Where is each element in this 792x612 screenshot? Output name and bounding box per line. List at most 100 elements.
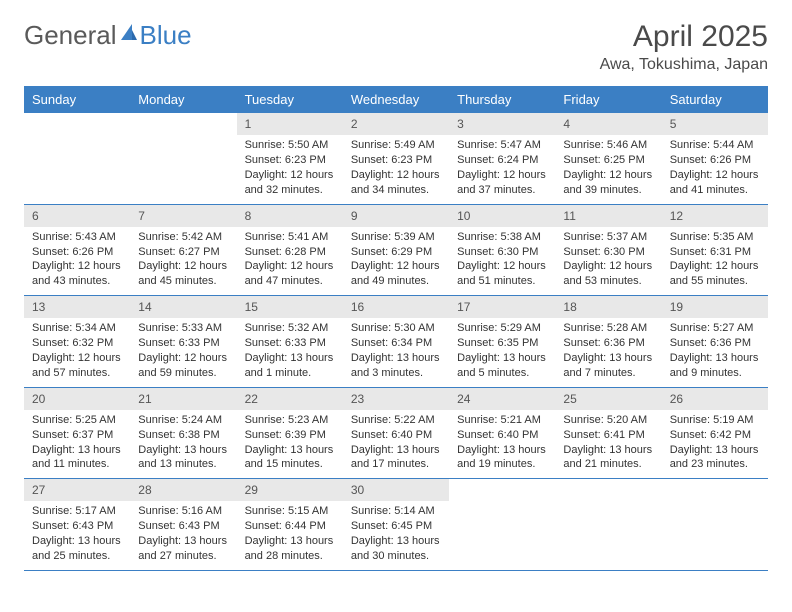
daylight-line2: and 17 minutes.	[351, 457, 441, 472]
sunrise-text: Sunrise: 5:44 AM	[670, 138, 760, 153]
daylight-line1: Daylight: 13 hours	[351, 534, 441, 549]
daylight-line2: and 32 minutes.	[245, 183, 335, 198]
day-body: Sunrise: 5:37 AMSunset: 6:30 PMDaylight:…	[555, 227, 661, 295]
sunset-text: Sunset: 6:36 PM	[670, 336, 760, 351]
calendar-day-cell: 10 Sunrise: 5:38 AMSunset: 6:30 PMDayligh…	[449, 204, 555, 296]
day-body: Sunrise: 5:23 AMSunset: 6:39 PMDaylight:…	[237, 410, 343, 478]
day-body: Sunrise: 5:34 AMSunset: 6:32 PMDaylight:…	[24, 318, 130, 386]
weekday-header: Wednesday	[343, 86, 449, 113]
daylight-line2: and 28 minutes.	[245, 549, 335, 564]
sunrise-text: Sunrise: 5:38 AM	[457, 230, 547, 245]
day-body: Sunrise: 5:27 AMSunset: 6:36 PMDaylight:…	[662, 318, 768, 386]
day-number: 15	[237, 296, 343, 318]
sunrise-text: Sunrise: 5:30 AM	[351, 321, 441, 336]
daylight-line1: Daylight: 12 hours	[138, 351, 228, 366]
title-block: April 2025 Awa, Tokushima, Japan	[600, 20, 768, 74]
calendar-day-cell: 2Sunrise: 5:49 AMSunset: 6:23 PMDaylight…	[343, 113, 449, 204]
calendar-day-cell: 6Sunrise: 5:43 AMSunset: 6:26 PMDaylight…	[24, 204, 130, 296]
sunrise-text: Sunrise: 5:43 AM	[32, 230, 122, 245]
calendar-day-cell: 28Sunrise: 5:16 AMSunset: 6:43 PMDayligh…	[130, 479, 236, 571]
day-body: Sunrise: 5:25 AMSunset: 6:37 PMDaylight:…	[24, 410, 130, 478]
calendar-empty-cell	[555, 479, 661, 571]
daylight-line1: Daylight: 13 hours	[245, 351, 335, 366]
sunset-text: Sunset: 6:43 PM	[32, 519, 122, 534]
day-number: 16	[343, 296, 449, 318]
day-number: 20	[24, 388, 130, 410]
sunrise-text: Sunrise: 5:47 AM	[457, 138, 547, 153]
sunset-text: Sunset: 6:44 PM	[245, 519, 335, 534]
day-body: Sunrise: 5:19 AMSunset: 6:42 PMDaylight:…	[662, 410, 768, 478]
day-number: 13	[24, 296, 130, 318]
sunrise-text: Sunrise: 5:37 AM	[563, 230, 653, 245]
calendar-day-cell: 20Sunrise: 5:25 AMSunset: 6:37 PMDayligh…	[24, 387, 130, 479]
daylight-line2: and 45 minutes.	[138, 274, 228, 289]
daylight-line2: and 53 minutes.	[563, 274, 653, 289]
sunrise-text: Sunrise: 5:17 AM	[32, 504, 122, 519]
daylight-line2: and 19 minutes.	[457, 457, 547, 472]
weekday-header: Monday	[130, 86, 236, 113]
daylight-line2: and 41 minutes.	[670, 183, 760, 198]
sunset-text: Sunset: 6:29 PM	[351, 245, 441, 260]
calendar-week-row: 1Sunrise: 5:50 AMSunset: 6:23 PMDaylight…	[24, 113, 768, 204]
sunrise-text: Sunrise: 5:27 AM	[670, 321, 760, 336]
daylight-line2: and 55 minutes.	[670, 274, 760, 289]
calendar-body: 1Sunrise: 5:50 AMSunset: 6:23 PMDaylight…	[24, 113, 768, 570]
daylight-line2: and 5 minutes.	[457, 366, 547, 381]
sunset-text: Sunset: 6:36 PM	[563, 336, 653, 351]
daylight-line1: Daylight: 12 hours	[457, 168, 547, 183]
sunset-text: Sunset: 6:35 PM	[457, 336, 547, 351]
calendar-empty-cell	[662, 479, 768, 571]
sunset-text: Sunset: 6:30 PM	[457, 245, 547, 260]
sunrise-text: Sunrise: 5:34 AM	[32, 321, 122, 336]
logo-text-blue: Blue	[140, 20, 192, 51]
sunrise-text: Sunrise: 5:46 AM	[563, 138, 653, 153]
calendar-day-cell: 1Sunrise: 5:50 AMSunset: 6:23 PMDaylight…	[237, 113, 343, 204]
calendar-day-cell: 24Sunrise: 5:21 AMSunset: 6:40 PMDayligh…	[449, 387, 555, 479]
weekday-header: Friday	[555, 86, 661, 113]
daylight-line1: Daylight: 12 hours	[138, 259, 228, 274]
daylight-line1: Daylight: 13 hours	[138, 534, 228, 549]
calendar-day-cell: 9Sunrise: 5:39 AMSunset: 6:29 PMDaylight…	[343, 204, 449, 296]
daylight-line1: Daylight: 13 hours	[351, 443, 441, 458]
day-body: Sunrise: 5:29 AMSunset: 6:35 PMDaylight:…	[449, 318, 555, 386]
day-body: Sunrise: 5:39 AMSunset: 6:29 PMDaylight:…	[343, 227, 449, 295]
daylight-line2: and 23 minutes.	[670, 457, 760, 472]
daylight-line2: and 43 minutes.	[32, 274, 122, 289]
daylight-line1: Daylight: 13 hours	[563, 443, 653, 458]
calendar-empty-cell	[130, 113, 236, 204]
sunset-text: Sunset: 6:40 PM	[457, 428, 547, 443]
sunset-text: Sunset: 6:33 PM	[245, 336, 335, 351]
sunset-text: Sunset: 6:42 PM	[670, 428, 760, 443]
day-body: Sunrise: 5:28 AMSunset: 6:36 PMDaylight:…	[555, 318, 661, 386]
sunrise-text: Sunrise: 5:15 AM	[245, 504, 335, 519]
daylight-line1: Daylight: 12 hours	[670, 168, 760, 183]
daylight-line2: and 21 minutes.	[563, 457, 653, 472]
day-number: 10	[449, 205, 555, 227]
daylight-line1: Daylight: 12 hours	[351, 259, 441, 274]
calendar-day-cell: 18Sunrise: 5:28 AMSunset: 6:36 PMDayligh…	[555, 296, 661, 388]
month-title: April 2025	[600, 20, 768, 54]
calendar-day-cell: 19Sunrise: 5:27 AMSunset: 6:36 PMDayligh…	[662, 296, 768, 388]
calendar-day-cell: 4Sunrise: 5:46 AMSunset: 6:25 PMDaylight…	[555, 113, 661, 204]
header: General Blue April 2025 Awa, Tokushima, J…	[24, 20, 768, 74]
sunrise-text: Sunrise: 5:29 AM	[457, 321, 547, 336]
day-number: 19	[662, 296, 768, 318]
daylight-line2: and 3 minutes.	[351, 366, 441, 381]
daylight-line1: Daylight: 12 hours	[457, 259, 547, 274]
day-number: 6	[24, 205, 130, 227]
sunrise-text: Sunrise: 5:39 AM	[351, 230, 441, 245]
day-body: Sunrise: 5:33 AMSunset: 6:33 PMDaylight:…	[130, 318, 236, 386]
sunset-text: Sunset: 6:27 PM	[138, 245, 228, 260]
day-body: Sunrise: 5:24 AMSunset: 6:38 PMDaylight:…	[130, 410, 236, 478]
daylight-line2: and 15 minutes.	[245, 457, 335, 472]
calendar-empty-cell	[449, 479, 555, 571]
sunrise-text: Sunrise: 5:41 AM	[245, 230, 335, 245]
day-body: Sunrise: 5:44 AMSunset: 6:26 PMDaylight:…	[662, 135, 768, 203]
sunrise-text: Sunrise: 5:19 AM	[670, 413, 760, 428]
logo-text-general: General	[24, 20, 117, 51]
calendar-day-cell: 5Sunrise: 5:44 AMSunset: 6:26 PMDaylight…	[662, 113, 768, 204]
calendar-day-cell: 15Sunrise: 5:32 AMSunset: 6:33 PMDayligh…	[237, 296, 343, 388]
sunset-text: Sunset: 6:23 PM	[351, 153, 441, 168]
daylight-line2: and 57 minutes.	[32, 366, 122, 381]
daylight-line2: and 30 minutes.	[351, 549, 441, 564]
